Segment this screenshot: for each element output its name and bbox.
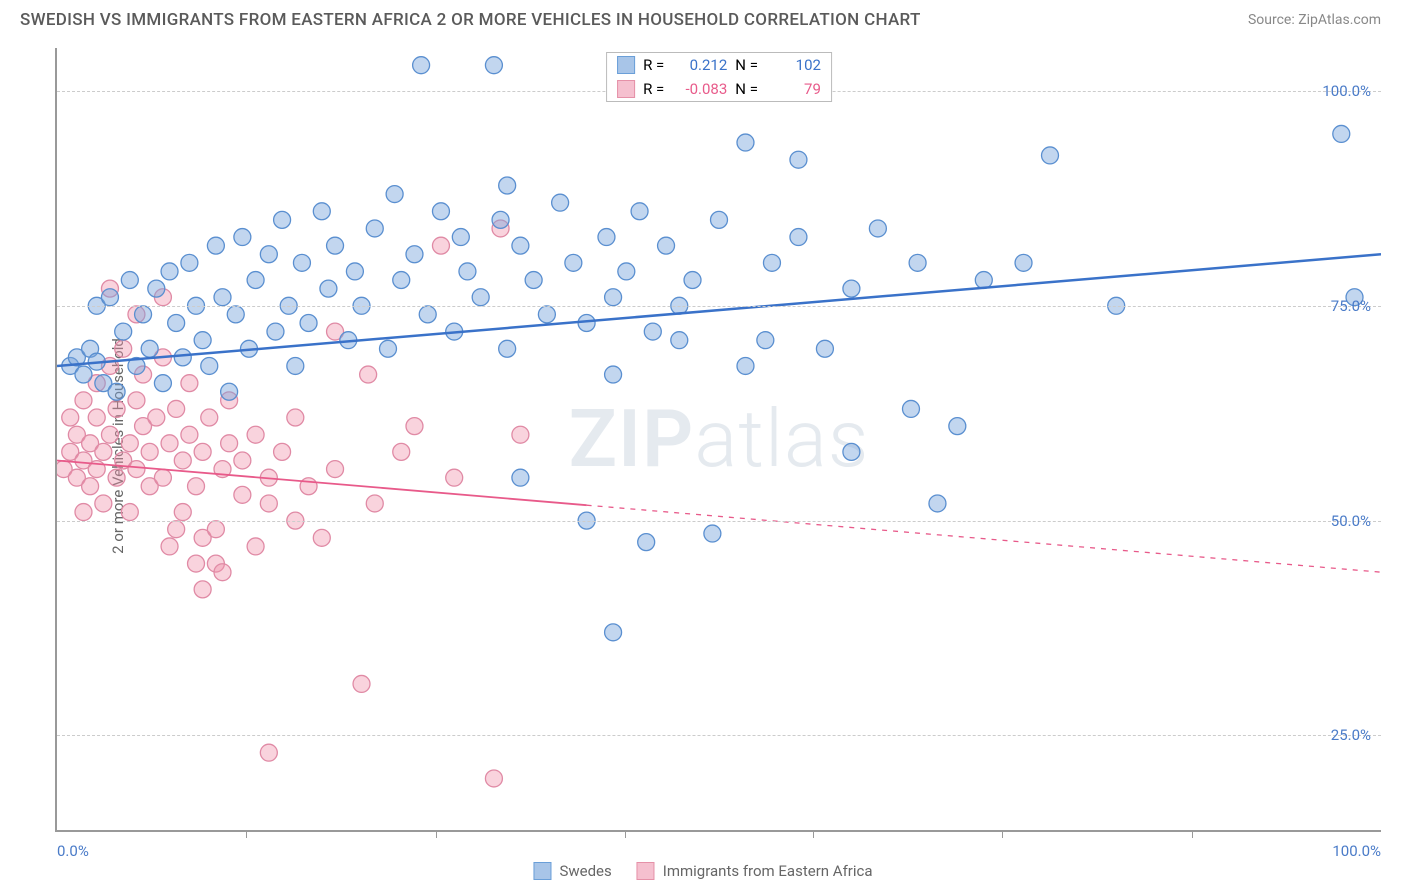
r-value-series1: 0.212 xyxy=(672,56,727,74)
x-tick-mark xyxy=(1192,830,1193,838)
bottom-legend: Swedes Immigrants from Eastern Africa xyxy=(533,862,872,880)
legend-label-series1: Swedes xyxy=(559,862,611,880)
n-value-series2: 79 xyxy=(766,80,821,98)
x-tick-mark xyxy=(813,830,814,838)
chart-plot-area: ZIPatlas R = 0.212 N = 102 R = -0.083 N … xyxy=(55,48,1381,832)
scatter-svg xyxy=(57,48,1381,830)
swatch-series2 xyxy=(617,80,635,98)
r-label: R = xyxy=(643,80,664,98)
r-value-series2: -0.083 xyxy=(672,80,727,98)
swatch-series1 xyxy=(533,862,551,880)
x-tick-mark xyxy=(625,830,626,838)
source-attribution: Source: ZipAtlas.com xyxy=(1248,12,1381,28)
chart-title: SWEDISH VS IMMIGRANTS FROM EASTERN AFRIC… xyxy=(20,10,921,30)
n-value-series1: 102 xyxy=(766,56,821,74)
swatch-series2 xyxy=(637,862,655,880)
swatch-series1 xyxy=(617,56,635,74)
y-tick-label: 100.0% xyxy=(1322,82,1371,100)
gridline-h xyxy=(57,521,1381,522)
y-tick-label: 25.0% xyxy=(1331,726,1371,744)
x-tick-mark xyxy=(246,830,247,838)
stats-legend-box: R = 0.212 N = 102 R = -0.083 N = 79 xyxy=(606,52,832,102)
gridline-h xyxy=(57,306,1381,307)
x-tick-label: 0.0% xyxy=(57,842,89,860)
n-label: N = xyxy=(735,80,758,98)
x-tick-mark xyxy=(436,830,437,838)
stats-row-series1: R = 0.212 N = 102 xyxy=(607,53,831,77)
r-label: R = xyxy=(643,56,664,74)
y-tick-label: 75.0% xyxy=(1331,297,1371,315)
stats-row-series2: R = -0.083 N = 79 xyxy=(607,77,831,101)
gridline-h xyxy=(57,735,1381,736)
legend-item-series1: Swedes xyxy=(533,862,611,880)
legend-label-series2: Immigrants from Eastern Africa xyxy=(663,862,873,880)
legend-item-series2: Immigrants from Eastern Africa xyxy=(637,862,873,880)
n-label: N = xyxy=(735,56,758,74)
x-tick-mark xyxy=(1002,830,1003,838)
x-tick-label: 100.0% xyxy=(1332,842,1381,860)
y-tick-label: 50.0% xyxy=(1331,512,1371,530)
